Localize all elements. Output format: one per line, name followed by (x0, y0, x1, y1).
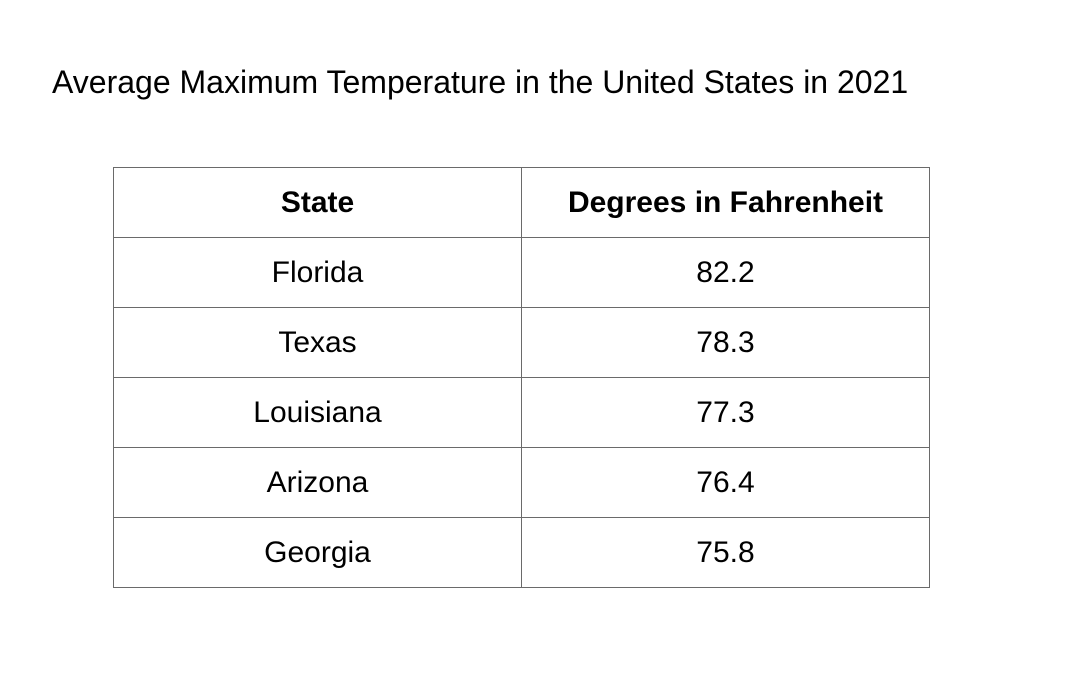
temperature-cell: 78.3 (521, 307, 930, 378)
table-header-row: State Degrees in Fahrenheit (113, 167, 930, 238)
state-cell: Louisiana (113, 377, 522, 448)
temperature-cell: 77.3 (521, 377, 930, 448)
column-header-degrees: Degrees in Fahrenheit (521, 167, 930, 238)
table-row: Texas 78.3 (113, 307, 930, 378)
table-row: Arizona 76.4 (113, 447, 930, 518)
table-row: Florida 82.2 (113, 237, 930, 308)
table-row: Louisiana 77.3 (113, 377, 930, 448)
temperature-cell: 75.8 (521, 517, 930, 588)
state-cell: Florida (113, 237, 522, 308)
temperature-table: State Degrees in Fahrenheit Florida 82.2… (113, 167, 930, 588)
table-row: Georgia 75.8 (113, 517, 930, 588)
table-title: Average Maximum Temperature in the Unite… (52, 64, 909, 100)
state-cell: Arizona (113, 447, 522, 518)
column-header-state: State (113, 167, 522, 238)
state-cell: Texas (113, 307, 522, 378)
temperature-cell: 76.4 (521, 447, 930, 518)
state-cell: Georgia (113, 517, 522, 588)
temperature-cell: 82.2 (521, 237, 930, 308)
